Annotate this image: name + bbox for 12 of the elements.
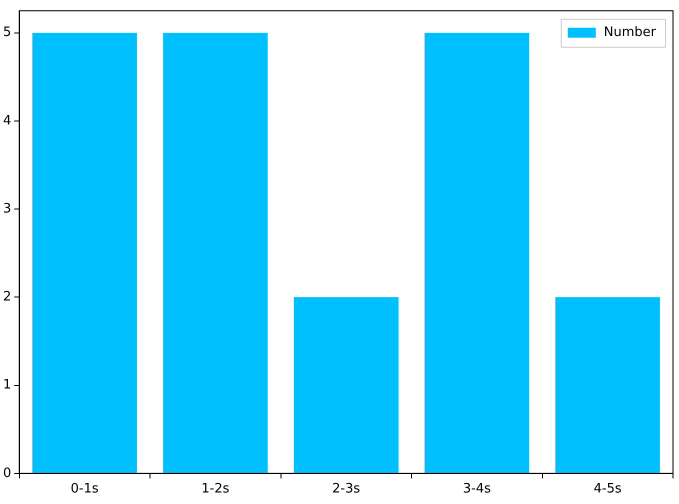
y-tick-label: 1 (2, 378, 12, 393)
x-tick-label: 0-1s (70, 482, 99, 497)
y-tick-label: 0 (2, 466, 12, 481)
y-tick-label: 4 (2, 113, 12, 128)
y-tick-label: 2 (2, 290, 12, 305)
x-tick-label: 4-5s (594, 482, 622, 497)
y-tick-label: 5 (2, 25, 12, 40)
x-tick-label: 2-3s (332, 482, 360, 497)
y-tick-label: 3 (2, 201, 12, 216)
x-tick-label: 3-4s (462, 482, 492, 497)
x-tick-label: 1-2s (201, 482, 230, 497)
legend-label: Number (604, 25, 657, 40)
